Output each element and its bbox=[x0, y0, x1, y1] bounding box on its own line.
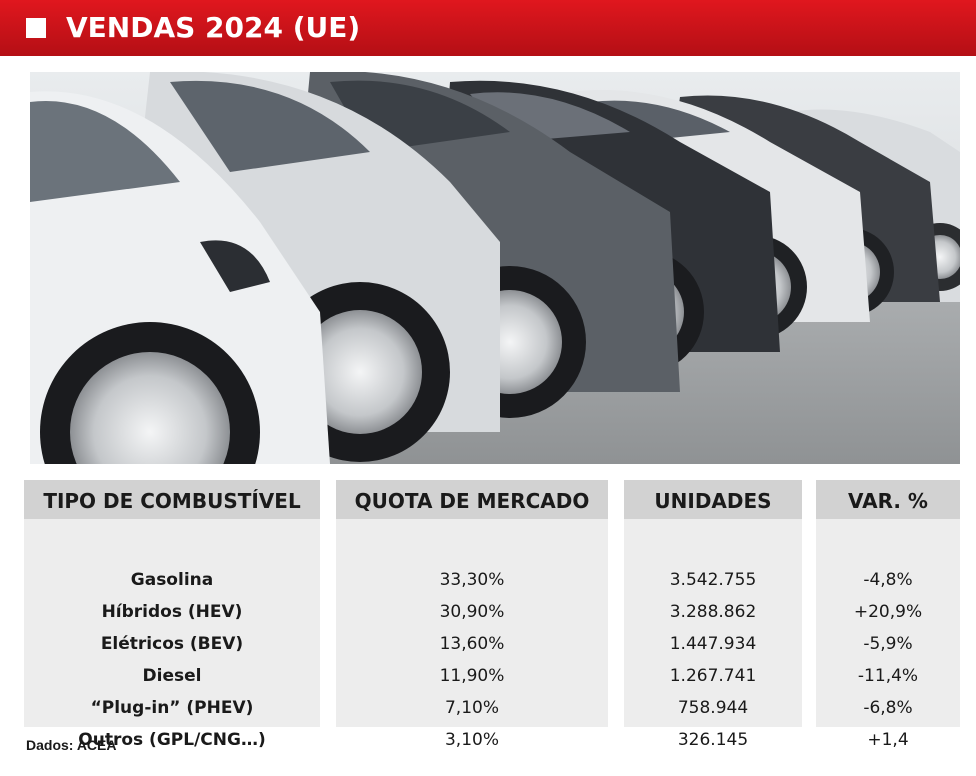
column-header: VAR. % bbox=[816, 480, 960, 519]
table-cell: +20,9% bbox=[853, 602, 923, 622]
column-header: QUOTA DE MERCADO bbox=[336, 480, 608, 519]
cars-photo bbox=[30, 72, 960, 464]
table-cell: -5,9% bbox=[863, 634, 913, 654]
table-cell: 7,10% bbox=[444, 698, 499, 718]
page-title: VENDAS 2024 (UE) bbox=[66, 11, 361, 44]
header-bar: VENDAS 2024 (UE) bbox=[0, 0, 976, 56]
table-cell: “Plug-in” (PHEV) bbox=[90, 698, 254, 718]
column-fuel-type: TIPO DE COMBUSTÍVEL Gasolina Híbridos (H… bbox=[24, 480, 320, 750]
table-cell: Diesel bbox=[142, 666, 202, 686]
table-cell: 33,30% bbox=[439, 570, 505, 590]
table-cell: 11,90% bbox=[439, 666, 505, 686]
column-units: UNIDADES 3.542.755 3.288.862 1.447.934 1… bbox=[624, 480, 802, 750]
table-cell: -11,4% bbox=[857, 666, 919, 686]
table-cell: Outros (GPL/CNG…) bbox=[78, 730, 266, 750]
table-cell: 3.288.862 bbox=[669, 602, 757, 622]
table-cell: 1.447.934 bbox=[669, 634, 757, 654]
table-cell: -6,8% bbox=[863, 698, 913, 718]
square-icon bbox=[26, 18, 46, 38]
table-cell: 326.145 bbox=[677, 730, 749, 750]
table-cell: 30,90% bbox=[439, 602, 505, 622]
table-cell: Híbridos (HEV) bbox=[101, 602, 243, 622]
column-header: UNIDADES bbox=[624, 480, 802, 519]
table-cell: -4,8% bbox=[863, 570, 913, 590]
table-cell: 3.542.755 bbox=[669, 570, 757, 590]
table-cell: +1,4 bbox=[867, 730, 909, 750]
table-cell: 758.944 bbox=[677, 698, 749, 718]
column-header: TIPO DE COMBUSTÍVEL bbox=[24, 480, 320, 519]
source-note: Dados: ACEA bbox=[26, 737, 117, 753]
table-cell: 1.267.741 bbox=[669, 666, 757, 686]
table-cell: 3,10% bbox=[444, 730, 499, 750]
table-cell: Elétricos (BEV) bbox=[100, 634, 244, 654]
column-market-share: QUOTA DE MERCADO 33,30% 30,90% 13,60% 11… bbox=[336, 480, 608, 750]
table-cell: 13,60% bbox=[439, 634, 505, 654]
column-variation: VAR. % -4,8% +20,9% -5,9% -11,4% -6,8% +… bbox=[816, 480, 960, 750]
table-cell: Gasolina bbox=[130, 570, 214, 590]
